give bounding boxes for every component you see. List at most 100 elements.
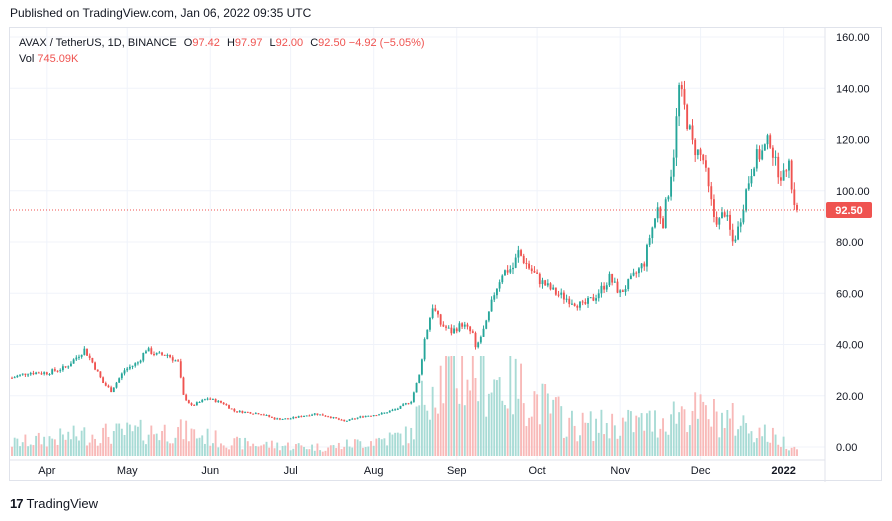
candle-body — [128, 366, 131, 369]
volume-bar — [150, 425, 153, 456]
volume-bar — [396, 432, 399, 456]
legend-low-label: L — [269, 37, 276, 49]
candle-body — [777, 156, 780, 178]
candle-body — [726, 214, 729, 217]
candle-body — [104, 383, 107, 386]
candle-body — [112, 387, 115, 393]
volume-bar — [442, 403, 445, 456]
volume-bar — [487, 393, 490, 456]
volume-bar — [474, 378, 477, 456]
volume-bar — [750, 431, 753, 456]
volume-bar — [110, 443, 113, 456]
candle-body — [120, 373, 123, 379]
candle-body — [474, 332, 477, 348]
volume-bar — [174, 437, 177, 456]
candle-body — [225, 404, 228, 406]
volume-bar — [608, 438, 611, 456]
candle-body — [246, 411, 249, 413]
volume-bar — [329, 445, 332, 456]
volume-bar — [321, 451, 324, 456]
candle-body — [785, 170, 788, 172]
candle-body — [597, 293, 600, 299]
volume-bar — [107, 436, 110, 456]
volume-bar — [179, 419, 182, 456]
volume-bar — [61, 434, 64, 456]
candle-body — [629, 275, 632, 280]
candle-body — [710, 186, 713, 200]
volume-bar — [139, 419, 142, 456]
volume-bar — [83, 427, 86, 456]
volume-bar — [13, 437, 16, 456]
volume-bar — [407, 443, 410, 456]
volume-bar — [672, 401, 675, 456]
volume-bar — [426, 410, 429, 456]
candle-body — [169, 354, 172, 358]
candle-body — [96, 369, 99, 372]
x-tick-label: Nov — [610, 465, 630, 477]
volume-bar — [21, 442, 24, 456]
candle-body — [254, 413, 257, 415]
candle-body — [506, 270, 509, 273]
volume-bar — [664, 431, 667, 456]
footer-brand[interactable]: 17 TradingView — [10, 494, 98, 512]
volume-bar — [246, 441, 249, 456]
candle-body — [439, 314, 442, 325]
candle-body — [313, 413, 316, 415]
volume-bar — [126, 422, 129, 456]
volume-bar — [182, 439, 185, 456]
volume-bar — [445, 356, 447, 456]
volume-bar — [24, 434, 27, 456]
volume-bar — [479, 356, 482, 456]
volume-bar — [753, 442, 756, 456]
x-tick-label: Aug — [364, 465, 384, 477]
candle-body — [153, 353, 155, 355]
volume-bar — [584, 422, 587, 456]
volume-bar — [573, 425, 576, 456]
candle-body — [150, 348, 153, 354]
y-tick-label: 140.00 — [836, 83, 870, 95]
candle-body — [201, 399, 204, 403]
candle-body — [40, 373, 43, 375]
legend-ohlc-row: AVAX / TetherUS, 1D, BINANCE O97.42 H97.… — [19, 35, 425, 51]
volume-bar — [104, 423, 107, 456]
published-caption: Published on TradingView.com, Jan 06, 20… — [10, 6, 312, 20]
volume-bar — [742, 415, 745, 456]
candle-body — [538, 273, 541, 285]
candle-body — [158, 352, 161, 354]
volume-bar — [560, 406, 563, 456]
candle-body — [238, 410, 241, 413]
candle-body — [136, 362, 139, 364]
candle-body — [600, 285, 603, 294]
candle-body — [729, 214, 731, 230]
candle-body — [24, 373, 27, 375]
candle-body — [86, 348, 88, 356]
volume-bar — [763, 424, 766, 456]
candle-body — [222, 402, 225, 405]
legend-vol-label: Vol — [19, 53, 35, 65]
volume-bar — [729, 418, 731, 456]
chart-frame[interactable] — [9, 27, 882, 481]
volume-bar — [715, 411, 718, 456]
candle-body — [206, 398, 209, 400]
volume-bar — [779, 446, 782, 456]
volume-bar — [99, 443, 102, 456]
volume-bar — [123, 434, 126, 456]
volume-bar — [587, 422, 589, 456]
candle-body — [407, 403, 410, 405]
candle-body — [621, 290, 624, 292]
y-tick-label: 100.00 — [836, 186, 870, 198]
candle-body — [573, 303, 576, 306]
volume-bar — [220, 443, 222, 456]
candle-body — [737, 226, 739, 240]
volume-bar — [482, 356, 485, 456]
volume-bar — [611, 413, 614, 456]
candle-body — [198, 402, 201, 404]
volume-bar — [386, 445, 389, 456]
candle-body — [126, 368, 129, 371]
candle-body — [447, 327, 450, 329]
candle-body — [70, 363, 72, 367]
candle-body — [747, 183, 750, 190]
candle-body — [576, 305, 579, 308]
volume-bar — [713, 399, 715, 456]
